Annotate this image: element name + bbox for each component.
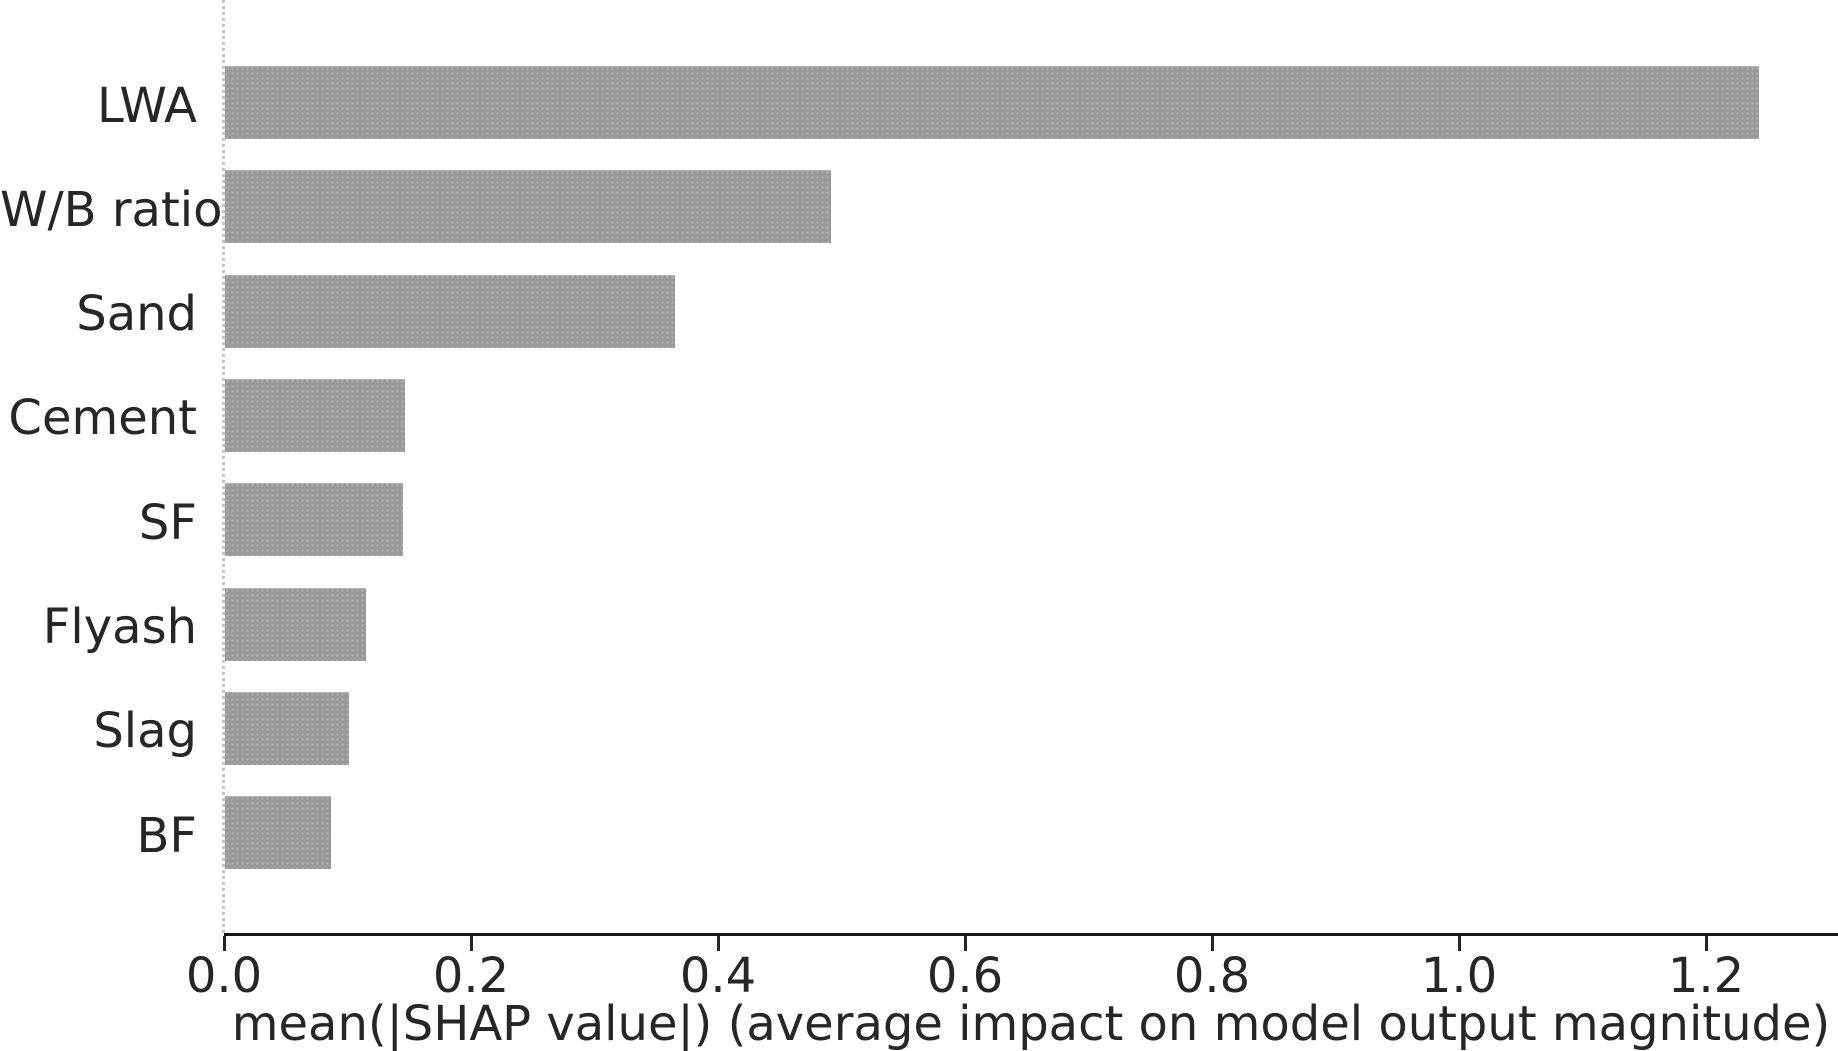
x-tick-label-0.0: 0.0 (185, 948, 263, 1004)
x-axis-title: mean(|SHAP value|) (average impact on mo… (231, 996, 1831, 1051)
x-tick-label-0.4: 0.4 (679, 948, 757, 1004)
bar-bf (225, 796, 331, 870)
x-tick-label-0.6: 0.6 (926, 948, 1004, 1004)
bar-lwa (225, 66, 1759, 139)
bar-sf (225, 483, 403, 557)
y-tick-label-sand: Sand (76, 286, 197, 343)
x-tick-label-0.8: 0.8 (1173, 948, 1251, 1004)
y-tick-label-sf: SF (138, 494, 197, 551)
bar-sand (225, 274, 675, 348)
y-tick-label-cement: Cement (8, 390, 197, 447)
x-tick-label-0.2: 0.2 (432, 948, 510, 1004)
x-tick-mark-0.4 (716, 936, 720, 951)
y-axis-spine (222, 0, 225, 933)
y-tick-label-slag: Slag (93, 703, 197, 760)
bar-flyash (225, 587, 366, 661)
y-tick-label-bf: BF (136, 807, 197, 864)
y-tick-label-w-b-ratio: W/B ratio (0, 181, 223, 238)
bar-w-b-ratio (225, 170, 831, 244)
y-tick-label-flyash: Flyash (42, 599, 197, 655)
y-tick-label-lwa: LWA (96, 77, 197, 134)
x-tick-mark-0.2 (469, 936, 473, 951)
x-tick-mark-0.6 (963, 936, 967, 951)
bar-slag (225, 691, 349, 765)
x-tick-mark-0.8 (1210, 936, 1214, 951)
bar-cement (225, 378, 405, 452)
x-axis-line (224, 933, 1838, 936)
x-tick-mark-1.0 (1457, 936, 1461, 951)
x-tick-mark-0.0 (222, 936, 226, 951)
x-tick-label-1.0: 1.0 (1420, 948, 1498, 1004)
x-tick-mark-1.2 (1704, 936, 1708, 951)
x-tick-label-1.2: 1.2 (1667, 948, 1745, 1004)
